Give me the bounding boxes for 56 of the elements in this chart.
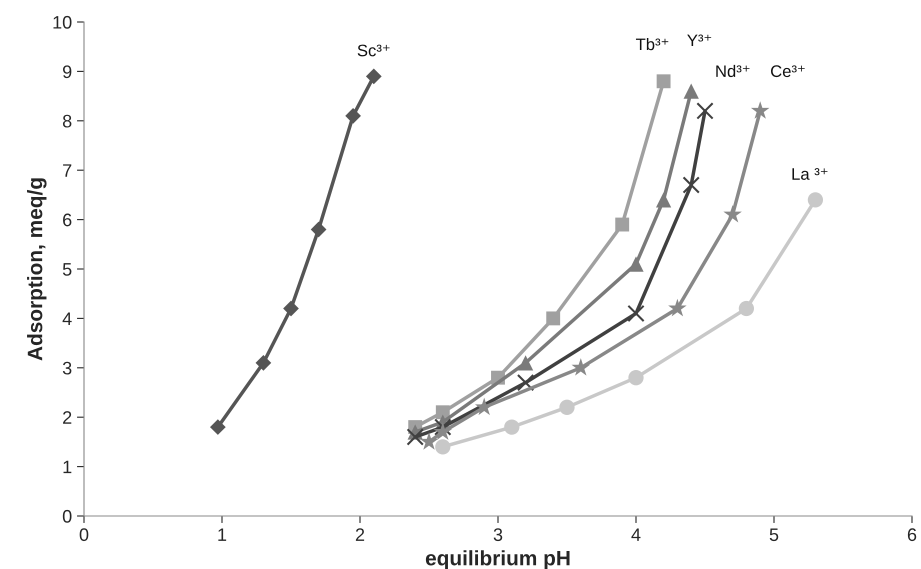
series-label: La ³⁺ <box>792 168 828 180</box>
point <box>434 422 452 440</box>
point <box>283 300 299 316</box>
point <box>684 84 699 99</box>
point <box>808 192 824 208</box>
series-label: Tb³⁺ <box>636 38 668 50</box>
point <box>628 370 644 386</box>
y-tick-label: 5 <box>62 263 72 276</box>
y-tick-label: 1 <box>64 460 72 474</box>
point <box>572 358 590 376</box>
y-tick-label: 6 <box>63 214 72 226</box>
series-label: Sc³⁺ <box>358 44 390 56</box>
point <box>420 432 438 450</box>
x-tick-label: 0 <box>80 528 88 542</box>
point <box>656 192 672 208</box>
point <box>516 374 534 392</box>
point <box>435 439 450 454</box>
y-axis-title: Adsorption, meq/g <box>27 178 47 360</box>
point <box>310 222 326 238</box>
x-tick-label: 1 <box>218 528 226 541</box>
point <box>738 300 754 316</box>
point <box>682 176 700 194</box>
x-tick-label: 5 <box>770 528 778 542</box>
x-tick-label: 3 <box>494 528 502 542</box>
x-tick-label: 4 <box>631 528 640 541</box>
y-tick-label: 4 <box>62 312 72 325</box>
x-tick-label: 2 <box>356 528 364 541</box>
point <box>656 74 671 88</box>
x-tick-label: 6 <box>908 528 916 542</box>
point <box>210 419 226 435</box>
y-tick-label: 7 <box>63 164 72 177</box>
point <box>366 68 382 84</box>
point <box>504 419 520 435</box>
point <box>628 256 644 272</box>
y-tick-label: 3 <box>62 362 72 375</box>
y-tick-label: 8 <box>62 114 72 128</box>
point <box>546 311 560 326</box>
point <box>723 204 742 223</box>
series-label: Ce³⁺ <box>771 65 805 78</box>
point <box>696 102 714 120</box>
point <box>668 298 687 316</box>
point <box>559 400 575 415</box>
point <box>434 418 452 436</box>
y-tick-label: 10 <box>53 16 72 29</box>
y-tick-label: 2 <box>63 411 72 424</box>
point <box>627 304 645 322</box>
point <box>406 428 424 446</box>
y-tick-label: 0 <box>62 510 72 523</box>
point <box>615 218 630 232</box>
point <box>256 355 272 371</box>
series-label: Nd³⁺ <box>716 64 750 78</box>
text: Y³⁺ <box>687 34 712 46</box>
point <box>750 101 770 119</box>
point <box>345 108 361 124</box>
point <box>518 355 534 370</box>
y-tick-label: 9 <box>63 65 72 78</box>
